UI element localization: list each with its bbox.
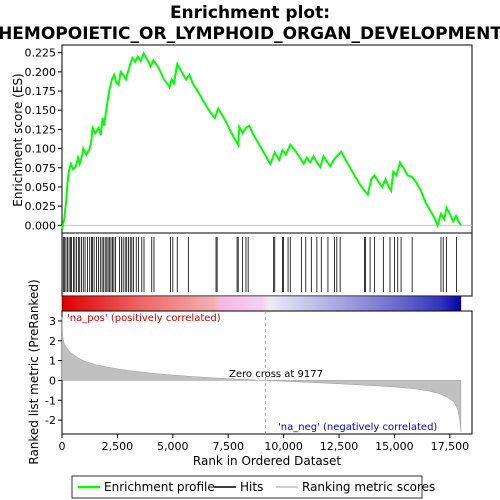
es-y-tick-label: 0.175 <box>25 85 57 98</box>
es-y-tick-label: 0.075 <box>25 162 57 175</box>
es-y-tick-label: 0.050 <box>25 181 57 194</box>
es-y-tick-label: 0.150 <box>25 104 57 117</box>
rank-x-axis: 0 2,500 5,000 7,500 10,000 12,500 15,000 17,500 <box>59 434 470 453</box>
es-y-axis: 0.000 0.025 0.050 0.075 0.100 0.125 0.150 0.175… <box>25 47 62 232</box>
es-panel-frame <box>61 44 473 234</box>
rank-x-tick-label: 7,500 <box>212 440 244 453</box>
zero-cross-label: Zero cross at 9177 <box>229 369 323 380</box>
rank-y-tick-label: -1 <box>45 394 56 407</box>
es-panel: 0.000 0.025 0.050 0.075 0.100 0.125 0.150 0.175… <box>11 44 473 234</box>
legend-label-metric: Ranking metric scores <box>302 480 435 494</box>
rank-x-axis-label: Rank in Ordered Dataset <box>193 454 341 468</box>
rank-y-tick-label: 0 <box>49 374 56 387</box>
rank-x-tick-label: 12,500 <box>320 440 359 453</box>
rank-y-tick-label: 2 <box>49 335 56 348</box>
rank-x-tick-label: 0 <box>59 440 66 453</box>
rank-y-axis: -2 -1 0 1 2 3 <box>45 315 62 427</box>
es-y-tick-label: 0.025 <box>25 200 57 213</box>
rank-x-tick-label: 2,500 <box>102 440 134 453</box>
rank-y-tick-label: -2 <box>45 414 56 427</box>
legend-label-hits: Hits <box>240 480 263 494</box>
rank-y-axis-label: Ranked list metric (PreRanked) <box>27 279 41 464</box>
chart-title-line1: Enrichment plot: <box>170 3 330 23</box>
enrichment-profile-line <box>61 51 462 230</box>
hit-marks <box>62 237 457 292</box>
rank-x-tick-label: 17,500 <box>431 440 470 453</box>
es-y-axis-label: Enrichment score (ES) <box>11 73 25 206</box>
rank-x-tick-label: 5,000 <box>157 440 189 453</box>
hits-panel <box>61 232 473 312</box>
es-y-tick-label: 0.200 <box>25 66 57 79</box>
es-y-tick-label: 0.225 <box>25 47 57 60</box>
chart-title-line2: HEMOPOIETIC_OR_LYMPHOID_ORGAN_DEVELOPMEN… <box>0 24 500 44</box>
es-y-tick-label: 0.100 <box>25 143 57 156</box>
legend-box <box>71 475 423 499</box>
ranking-gradient-bar <box>61 295 462 312</box>
rank-x-tick-label: 15,000 <box>375 440 414 453</box>
es-y-tick-label: 0.125 <box>25 123 57 136</box>
legend: Enrichment profile Hits Ranking metric s… <box>71 475 435 499</box>
rank-y-tick-label: 3 <box>49 315 56 328</box>
pos-correlated-label: 'na_pos' (positively correlated) <box>67 313 221 324</box>
rank-x-tick-label: 10,000 <box>264 440 303 453</box>
ranking-metric-area <box>61 316 462 433</box>
legend-label-profile: Enrichment profile <box>104 480 215 494</box>
rank-panel: -2 -1 0 1 2 3 0 2,500 5,000 7,500 10,000 12,500 15,… <box>27 279 473 468</box>
es-y-tick-label: 0.000 <box>25 219 57 232</box>
rank-y-tick-label: 1 <box>49 355 56 368</box>
neg-correlated-label: 'na_neg' (negatively correlated) <box>278 422 437 433</box>
